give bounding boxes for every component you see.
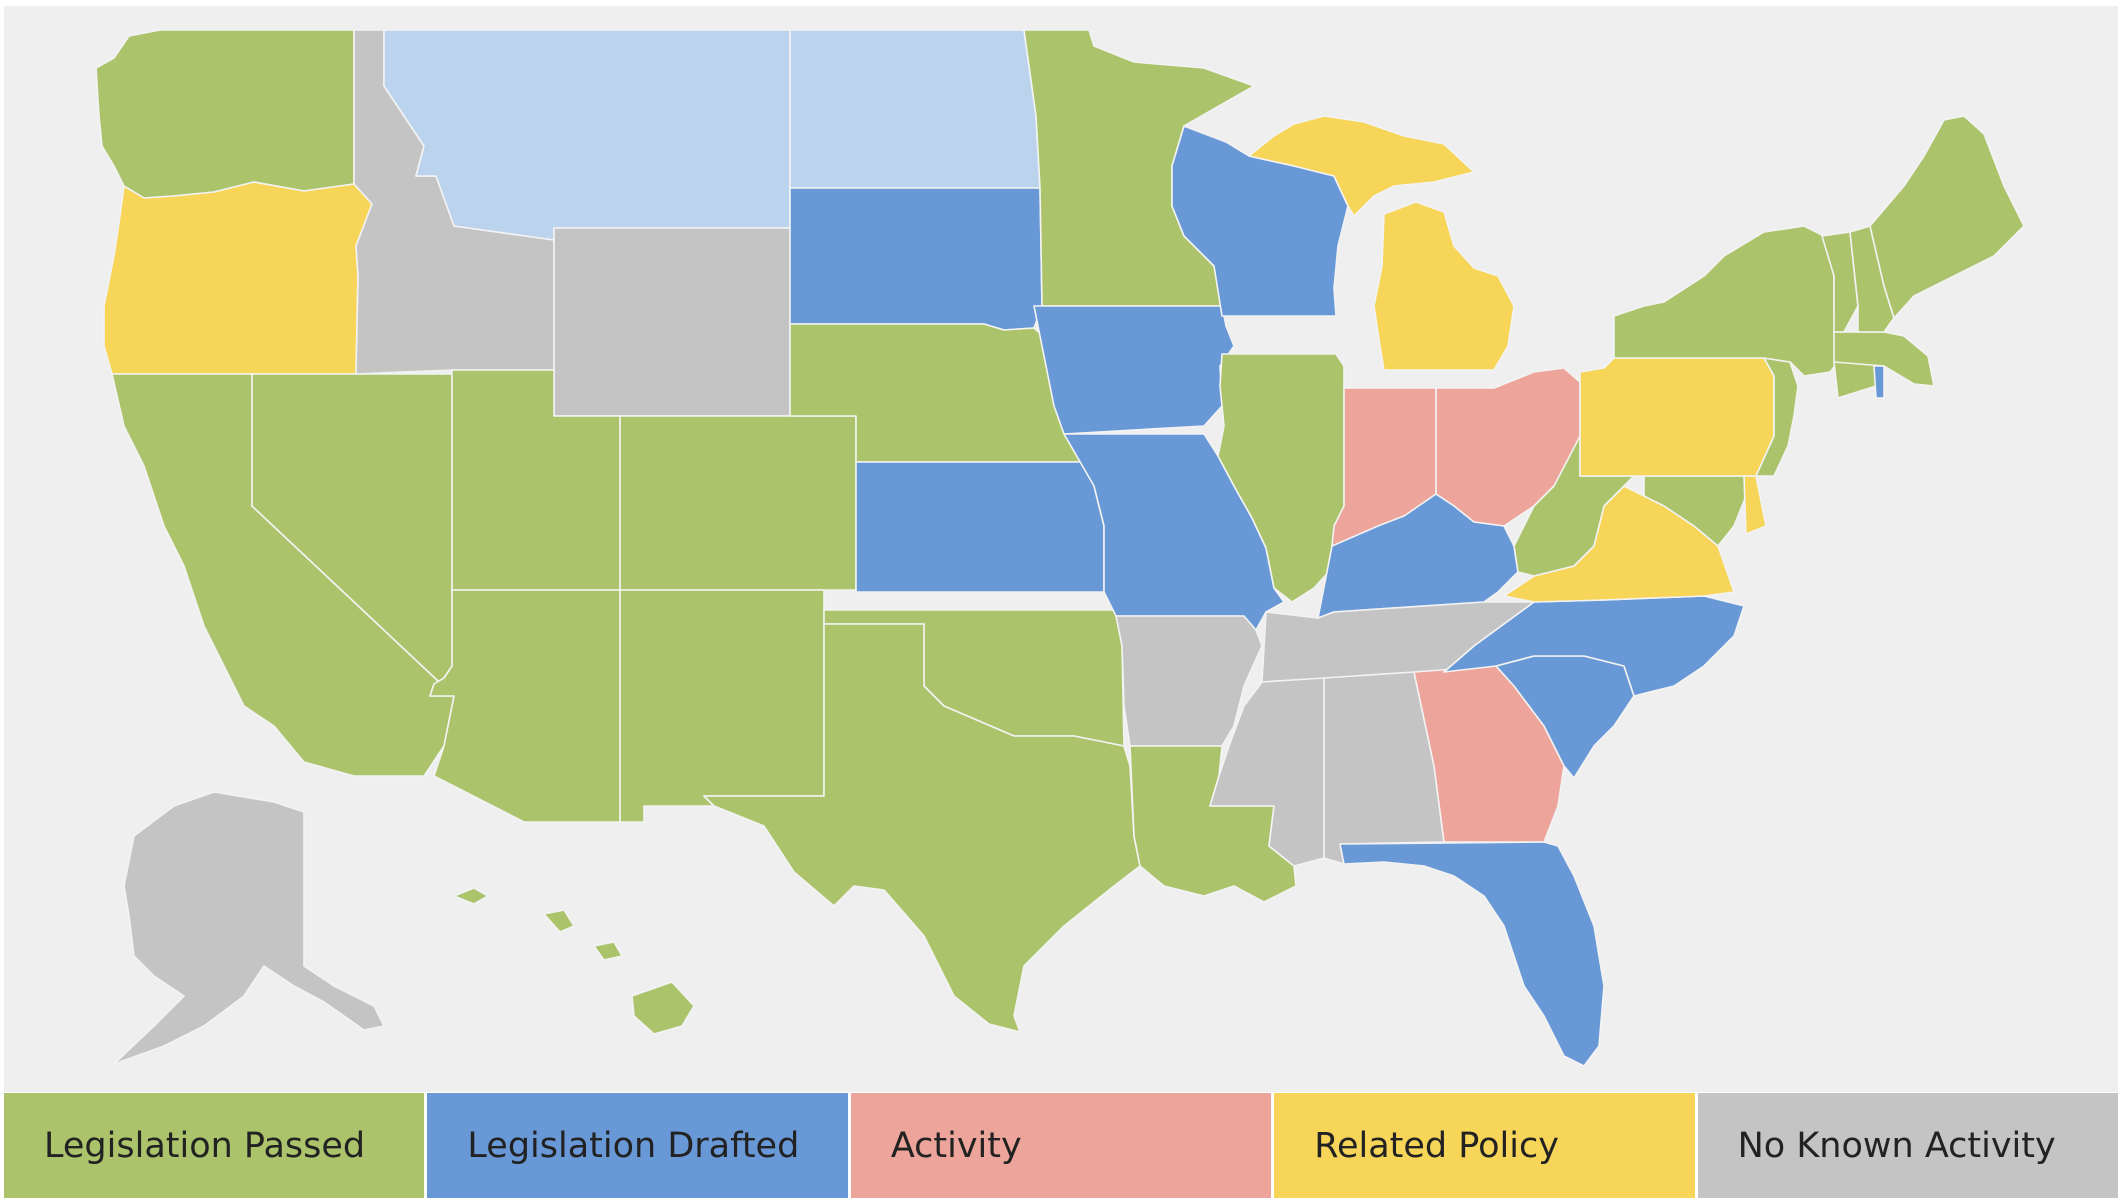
state-alaska[interactable] (113, 791, 385, 1065)
state-florida[interactable] (1339, 841, 1605, 1067)
state-south-dakota[interactable] (789, 187, 1043, 331)
state-delaware[interactable] (1743, 475, 1767, 535)
state-iowa[interactable] (1033, 305, 1235, 435)
state-colorado[interactable] (619, 415, 857, 591)
legend-item-no-known-activity: No Known Activity (1697, 1093, 2119, 1198)
legend-item-related-policy: Related Policy (1274, 1093, 1698, 1198)
state-new-york[interactable] (1613, 225, 1845, 377)
state-rhode-island[interactable] (1873, 365, 1885, 399)
state-texas[interactable] (703, 623, 1141, 1033)
state-connecticut[interactable] (1833, 361, 1877, 399)
legend-item-legislation-passed: Legislation Passed (4, 1093, 428, 1198)
state-kansas[interactable] (855, 461, 1105, 593)
state-massachusetts[interactable] (1833, 331, 1935, 387)
legend-label: No Known Activity (1737, 1125, 2056, 1166)
us-map (4, 6, 2118, 1092)
state-new-mexico[interactable] (619, 589, 825, 823)
state-arkansas[interactable] (1115, 615, 1263, 747)
legend-label: Related Policy (1314, 1125, 1559, 1166)
state-hawaii[interactable] (631, 981, 695, 1035)
state-hawaii-islands[interactable] (453, 887, 623, 961)
state-michigan-lower[interactable] (1373, 201, 1515, 371)
legend-label: Activity (890, 1125, 1022, 1166)
legend-item-legislation-drafted: Legislation Drafted (427, 1093, 851, 1198)
state-washington[interactable] (95, 29, 355, 199)
legend-item-activity: Activity (850, 1093, 1275, 1198)
state-michigan-upper[interactable] (1248, 115, 1475, 217)
state-new-jersey[interactable] (1755, 357, 1799, 477)
state-pennsylvania[interactable] (1579, 357, 1775, 477)
map-legend: Legislation Passed Legislation Drafted A… (4, 1093, 2119, 1198)
legend-label: Legislation Passed (44, 1125, 366, 1166)
legend-label: Legislation Drafted (467, 1125, 800, 1166)
state-oregon[interactable] (103, 181, 373, 375)
state-maine[interactable] (1869, 115, 2025, 319)
state-wyoming[interactable] (553, 227, 791, 417)
us-map-svg (95, 29, 2025, 1067)
state-north-dakota[interactable] (789, 29, 1041, 189)
state-arizona[interactable] (429, 589, 621, 823)
